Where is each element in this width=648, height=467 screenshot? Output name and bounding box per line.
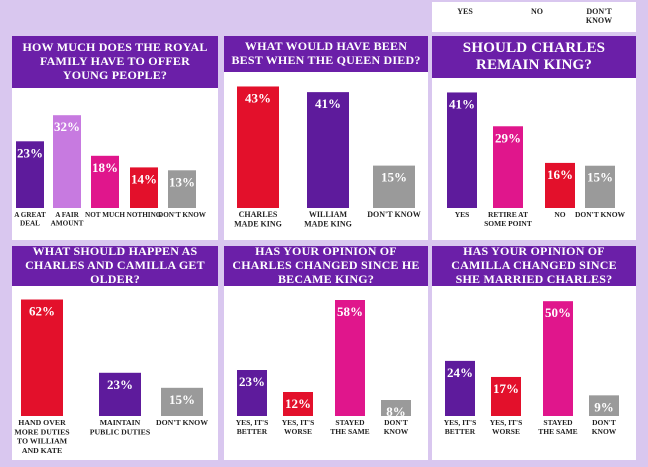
bar-2 <box>53 115 81 208</box>
bar-1 <box>237 370 267 416</box>
bar-value-label: 18% <box>92 160 118 175</box>
bar-chart: 62% HAND OVER MORE DUTIES TO WILLIAM AND KAT… <box>14 299 208 455</box>
bar-value-label: 12% <box>285 396 311 411</box>
category-label: DON'T KNOW <box>367 210 420 219</box>
bar-2 <box>491 376 521 416</box>
bar-1 <box>447 92 477 208</box>
category-label: YES, IT'S BETTER <box>236 418 269 436</box>
bar-value-label: 41% <box>315 96 341 111</box>
bar-2 <box>307 92 349 208</box>
bar-3 <box>335 300 365 416</box>
bar-5 <box>168 170 196 208</box>
chart-title: HAS YOUR OPINION OF CHARLES CHANGED SINC… <box>224 246 428 286</box>
bar-chart: 23% YES, IT'S BETTER 12% YES, IT'S WORSE 58% ST… <box>236 300 411 436</box>
strip-label-no: NO <box>531 7 543 16</box>
top-strip: YES NO DON'T KNOW <box>432 2 636 32</box>
chart-panel-get-older: WHAT SHOULD HAPPEN AS CHARLES AND CAMILL… <box>12 246 218 460</box>
bar-value-label: 15% <box>587 170 613 185</box>
chart-panel-remain-king: SHOULD CHARLES REMAIN KING? 41% YES 29% RET… <box>432 36 636 240</box>
bar-value-label: 16% <box>547 167 573 182</box>
category-label: CHARLES MADE KING <box>234 210 282 229</box>
bar-4 <box>585 165 615 208</box>
category-label: DON'T KNOW <box>156 418 208 427</box>
category-label: RETIRE AT SOME POINT <box>484 210 532 228</box>
bar-value-label: 14% <box>131 171 157 186</box>
category-label: YES, IT'S WORSE <box>282 418 315 436</box>
chart-title: HOW MUCH DOES THE ROYAL FAMILY HAVE TO O… <box>12 36 218 88</box>
category-label: YES <box>455 210 470 219</box>
category-label: WILLIAM MADE KING <box>304 210 352 229</box>
bar-3 <box>91 155 119 208</box>
bar-1 <box>21 299 63 416</box>
category-label: DON'T KNOW <box>158 211 207 219</box>
chart-panel-opinion-charles: HAS YOUR OPINION OF CHARLES CHANGED SINC… <box>224 246 428 460</box>
bar-3 <box>545 162 575 208</box>
bar-4 <box>130 167 158 208</box>
bar-4 <box>589 395 619 416</box>
strip-label-dont-know: DON'T KNOW <box>585 7 613 25</box>
bar-value-label: 43% <box>245 90 271 105</box>
bar-value-label: 32% <box>54 119 80 134</box>
chart-panel-young-people: HOW MUCH DOES THE ROYAL FAMILY HAVE TO O… <box>12 36 218 240</box>
bar-value-label: 50% <box>545 305 571 320</box>
bar-value-label: 23% <box>17 145 43 160</box>
category-label: DON'T KNOW <box>592 418 617 436</box>
category-label: STAYED THE SAME <box>330 418 369 436</box>
bar-chart: 24% YES, IT'S BETTER 17% YES, IT'S WORSE 50% ST… <box>444 301 619 436</box>
chart-panel-queen-died: WHAT WOULD HAVE BEEN BEST WHEN THE QUEEN… <box>224 36 428 240</box>
category-label: DON'T KNOW <box>575 210 626 219</box>
bar-value-label: 13% <box>169 174 195 189</box>
category-label: YES, IT'S BETTER <box>444 418 477 436</box>
bar-chart: 43% CHARLES MADE KING 41% WILLIAM MADE KING 15… <box>234 86 421 229</box>
bar-1 <box>16 141 44 208</box>
bar-value-label: 17% <box>493 381 519 396</box>
category-label: DON'T KNOW <box>384 418 409 436</box>
category-label: NOT MUCH <box>85 211 125 219</box>
chart-title: SHOULD CHARLES REMAIN KING? <box>432 36 636 78</box>
bar-chart: 23% A GREAT DEAL 32% A FAIR AMOUNT 18% NOT MUCH… <box>14 115 207 228</box>
bar-value-label: 9% <box>594 399 614 414</box>
chart-title: HAS YOUR OPINION OF CAMILLA CHANGED SINC… <box>432 246 636 286</box>
bar-3 <box>161 387 203 416</box>
category-label: YES, IT'S WORSE <box>490 418 523 436</box>
bar-value-label: 62% <box>29 304 55 319</box>
bar-value-label: 58% <box>337 304 363 319</box>
bar-2 <box>283 392 313 416</box>
category-label: NO <box>554 210 565 219</box>
chart-title: WHAT SHOULD HAPPEN AS CHARLES AND CAMILL… <box>12 246 218 286</box>
bar-value-label: 29% <box>495 130 521 145</box>
bar-1 <box>445 360 475 416</box>
bar-value-label: 24% <box>447 365 473 380</box>
bar-value-label: 41% <box>449 96 475 111</box>
bar-value-label: 15% <box>169 392 195 407</box>
strip-label-yes: YES <box>457 7 473 16</box>
bar-3 <box>543 301 573 416</box>
bar-1 <box>237 86 279 208</box>
chart-panel-opinion-camilla: HAS YOUR OPINION OF CAMILLA CHANGED SINC… <box>432 246 636 460</box>
category-label: A FAIR AMOUNT <box>51 211 84 228</box>
bar-3 <box>373 165 415 208</box>
category-label: A GREAT DEAL <box>14 211 46 228</box>
bar-value-label: 23% <box>107 377 133 392</box>
bar-value-label: 8% <box>386 404 406 419</box>
bar-value-label: 23% <box>239 374 265 389</box>
category-label: STAYED THE SAME <box>538 418 577 436</box>
bar-2 <box>99 372 141 416</box>
bar-2 <box>493 126 523 208</box>
chart-title: WHAT WOULD HAVE BEEN BEST WHEN THE QUEEN… <box>224 36 428 72</box>
category-label: MAINTAIN PUBLIC DUTIES <box>90 418 150 436</box>
category-label: NOTHING <box>127 211 162 219</box>
bar-chart: 41% YES 29% RETIRE AT SOME POINT 16% NO 15% DON'… <box>447 92 626 228</box>
bar-value-label: 15% <box>381 170 407 185</box>
bar-4 <box>381 400 411 416</box>
category-label: HAND OVER MORE DUTIES TO WILLIAM AND KATE <box>14 418 69 455</box>
